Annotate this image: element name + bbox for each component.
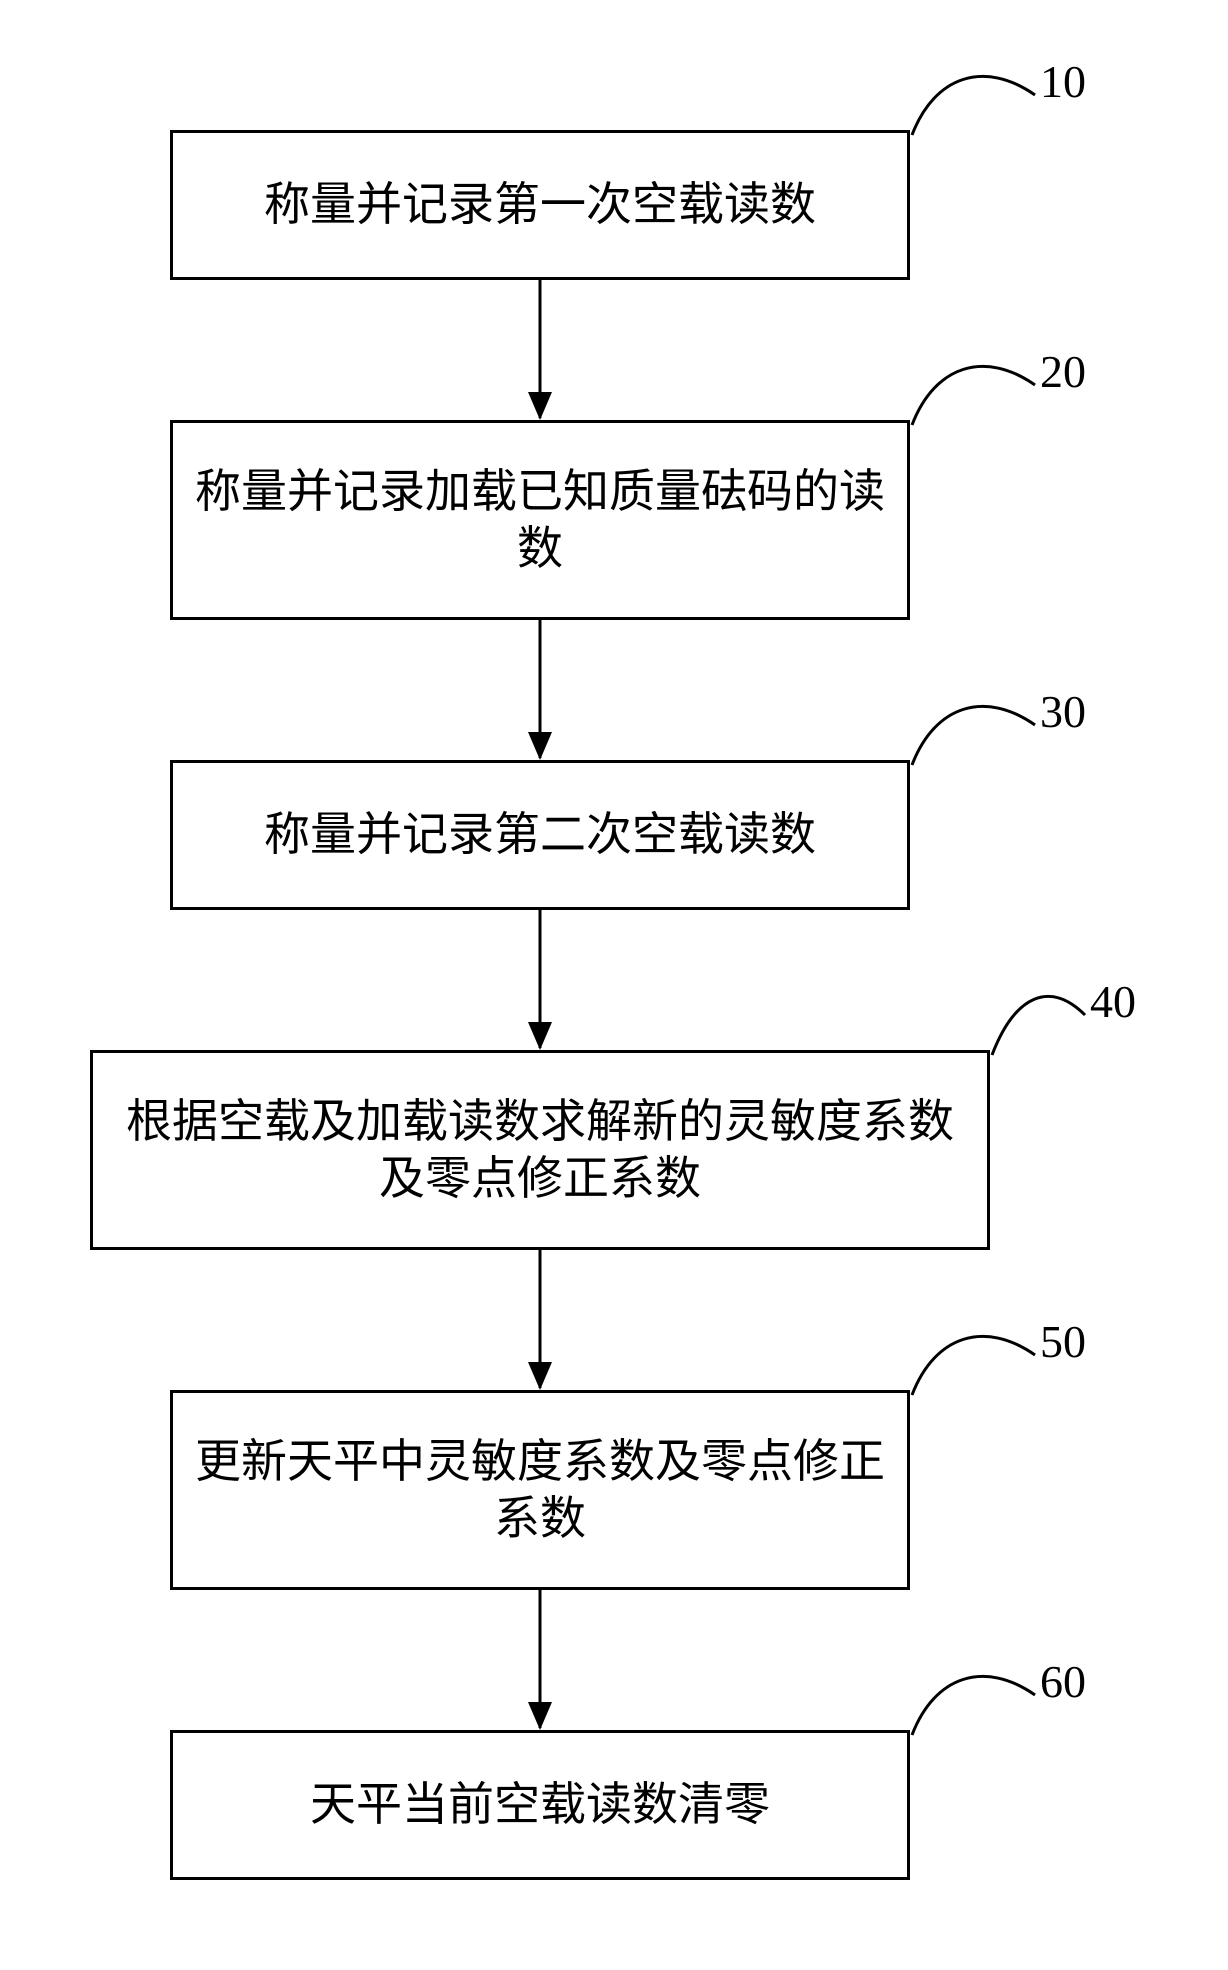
flow-node-text: 根据空载及加载读数求解新的灵敏度系数及零点修正系数 [113,1093,967,1208]
flow-node-40: 根据空载及加载读数求解新的灵敏度系数及零点修正系数 [90,1050,990,1250]
flow-node-text: 称量并记录加载已知质量砝码的读数 [193,463,887,578]
leader-line [912,366,1035,425]
step-label-50: 50 [1040,1315,1086,1368]
leader-line [912,706,1035,765]
flow-node-30: 称量并记录第二次空载读数 [170,760,910,910]
flow-node-10: 称量并记录第一次空载读数 [170,130,910,280]
flow-node-text: 天平当前空载读数清零 [310,1776,770,1834]
leader-line [912,1676,1035,1735]
step-label-10: 10 [1040,55,1086,108]
flow-node-text: 称量并记录第一次空载读数 [264,176,816,234]
flow-node-50: 更新天平中灵敏度系数及零点修正系数 [170,1390,910,1590]
step-label-30: 30 [1040,685,1086,738]
flowchart-canvas: 称量并记录第一次空载读数 称量并记录加载已知质量砝码的读数 称量并记录第二次空载… [0,0,1228,1970]
step-label-40: 40 [1090,975,1136,1028]
step-label-text: 10 [1040,56,1086,107]
flow-node-60: 天平当前空载读数清零 [170,1730,910,1880]
flow-node-text: 更新天平中灵敏度系数及零点修正系数 [193,1433,887,1548]
step-label-text: 40 [1090,976,1136,1027]
step-label-60: 60 [1040,1655,1086,1708]
flow-node-20: 称量并记录加载已知质量砝码的读数 [170,420,910,620]
step-label-text: 60 [1040,1656,1086,1707]
step-label-text: 30 [1040,686,1086,737]
leader-line [992,996,1085,1055]
flow-node-text: 称量并记录第二次空载读数 [264,806,816,864]
leader-line [912,76,1035,135]
leader-line [912,1336,1035,1395]
step-label-text: 50 [1040,1316,1086,1367]
step-label-20: 20 [1040,345,1086,398]
step-label-text: 20 [1040,346,1086,397]
